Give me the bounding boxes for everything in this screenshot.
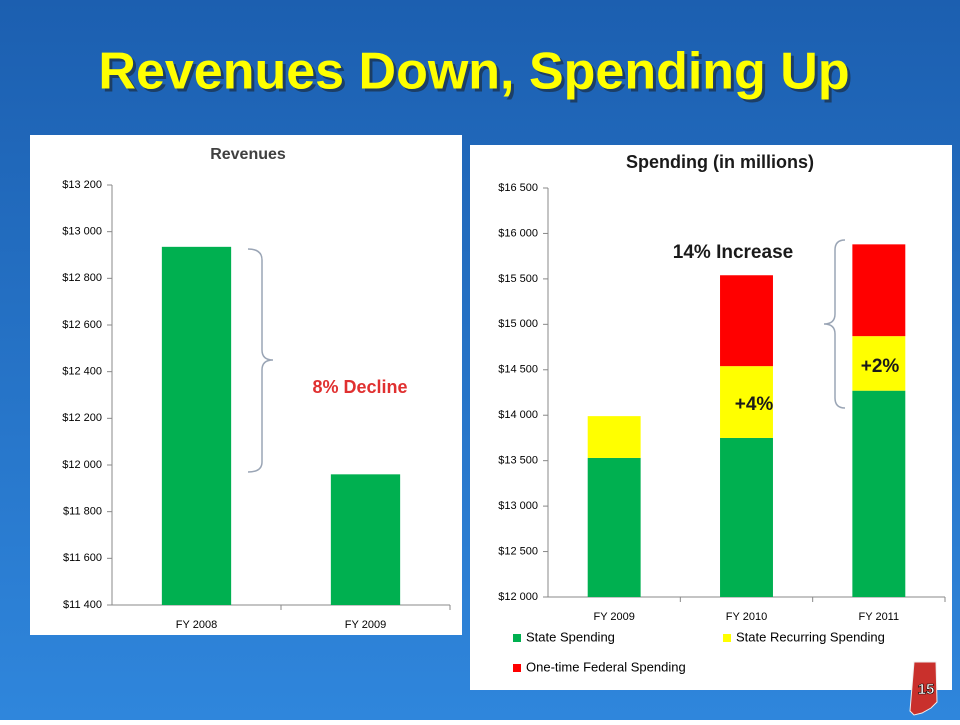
legend-label: One-time Federal Spending (526, 659, 686, 674)
y-tick-label: $12 400 (62, 366, 102, 378)
y-tick-label: $16 000 (498, 227, 538, 239)
state-icon (909, 661, 938, 716)
y-tick-label: $11 400 (63, 599, 102, 611)
y-tick-label: $11 800 (63, 506, 102, 518)
bar-segment (720, 437, 773, 597)
y-tick-label: $15 000 (498, 318, 538, 330)
y-tick-label: $14 500 (498, 364, 538, 376)
y-tick-label: $12 000 (498, 591, 538, 603)
y-tick-label: $13 000 (498, 500, 538, 512)
y-tick-label: $16 500 (498, 182, 538, 194)
legend-label: State Recurring Spending (736, 629, 885, 644)
annotation: 8% Decline (312, 377, 407, 397)
legend-swatch (723, 634, 731, 642)
bar-segment (587, 457, 641, 597)
bar-segment (852, 390, 906, 597)
annotation: +4% (735, 394, 774, 415)
chart-title: Spending (in millions) (626, 152, 814, 172)
bar (161, 246, 232, 606)
page-number: 15 (918, 681, 935, 698)
y-tick-label: $11 600 (63, 552, 102, 564)
y-tick-label: $13 500 (498, 455, 538, 467)
y-tick-label: $12 000 (62, 459, 102, 471)
x-tick-label: FY 2009 (593, 611, 634, 623)
bracket (247, 248, 274, 473)
bar (330, 474, 401, 605)
annotation: +2% (861, 356, 900, 377)
y-tick-label: $14 000 (498, 409, 538, 421)
title-shadow: Revenues Down, Spending Up (101, 46, 852, 104)
x-tick-label: FY 2009 (345, 619, 386, 631)
x-tick-label: FY 2011 (859, 611, 900, 623)
legend-swatch (513, 664, 521, 672)
legend-swatch (513, 634, 521, 642)
chart-title: Revenues (210, 146, 286, 163)
y-tick-label: $13 000 (62, 226, 102, 238)
bar-segment (852, 244, 906, 337)
y-tick-label: $15 500 (498, 273, 538, 285)
bar-segment (852, 336, 906, 391)
y-tick-label: $13 200 (62, 179, 102, 191)
bar-segment (720, 366, 773, 438)
y-tick-label: $12 500 (498, 545, 538, 557)
bar-segment (587, 416, 641, 458)
bar-segment (720, 275, 773, 367)
x-tick-label: FY 2010 (726, 611, 767, 623)
y-tick-label: $12 800 (62, 272, 102, 284)
slide-title: Revenues Down, Spending Up (98, 43, 849, 101)
x-tick-label: FY 2008 (176, 619, 217, 631)
y-tick-label: $12 600 (62, 319, 102, 331)
y-tick-label: $12 200 (62, 412, 102, 424)
legend-label: State Spending (526, 629, 615, 644)
annotation: 14% Increase (673, 242, 793, 263)
bracket (823, 239, 846, 409)
